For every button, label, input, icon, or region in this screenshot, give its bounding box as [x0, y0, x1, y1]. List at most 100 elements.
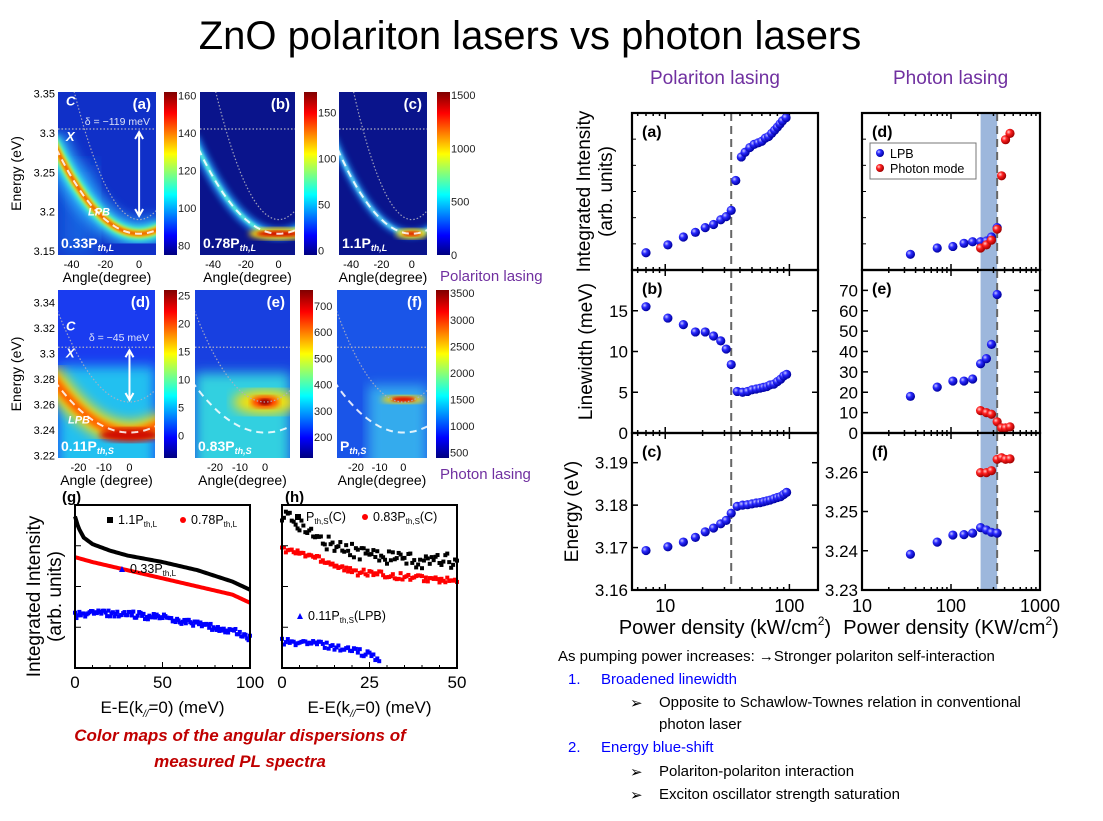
data-series-line	[73, 515, 251, 592]
lpb-dashed-curve	[58, 149, 156, 235]
x-tick-label: 100	[936, 596, 966, 616]
data-point	[932, 382, 942, 392]
label-part: th,L	[163, 569, 177, 578]
data-point	[782, 369, 792, 379]
x-tick-label: 25	[360, 673, 379, 692]
data-point	[246, 638, 251, 643]
y-axis-label: Energy (eV)	[8, 136, 24, 211]
data-point	[948, 376, 958, 386]
y-axis-label: Integrated Intensity	[24, 515, 45, 677]
label-part: 0.11P	[308, 609, 340, 623]
data-point	[435, 553, 440, 558]
legend-label: 0.78Pth,L	[191, 513, 238, 529]
data-point	[400, 577, 405, 582]
data-point	[905, 249, 916, 259]
data-point	[129, 613, 134, 618]
x-tick-label: 50	[153, 673, 172, 692]
colorbar-tick-label: 1500	[450, 395, 474, 407]
colorbar-tick-label: 120	[178, 166, 196, 178]
header-photon-lasing: Photon lasing	[893, 68, 1009, 89]
colorbar	[164, 290, 177, 458]
data-point	[726, 508, 736, 518]
colorbar-tick-label: 5	[178, 403, 184, 415]
data-point	[418, 557, 423, 562]
data-point	[367, 650, 372, 655]
label-part: )	[824, 617, 831, 639]
x-tick-label: 0	[262, 462, 268, 474]
colorbar-tick-label: 100	[318, 153, 336, 165]
data-point	[105, 614, 110, 619]
data-point	[412, 558, 417, 563]
cavity-mode-dotted-curve	[58, 310, 155, 403]
data-point	[332, 548, 337, 553]
legend-label: LPB	[890, 147, 914, 161]
x-tick-label: -20	[374, 259, 390, 271]
lpb-dashed-curve	[200, 149, 295, 235]
data-point	[986, 466, 997, 476]
legend-entry: 0.83Pth,S(C)	[362, 510, 437, 526]
detuning-label: δ = −45 meV	[89, 332, 149, 344]
data-point	[74, 616, 79, 621]
label-part: E-E(k	[100, 698, 143, 717]
lpb-dashed-curve	[195, 383, 290, 434]
panel-label: (b)	[642, 281, 662, 298]
colorbar-tick-label: 500	[451, 197, 469, 209]
y-axis-label: Integrated Intensity	[574, 110, 595, 272]
data-point	[205, 622, 210, 627]
data-point	[361, 546, 366, 551]
legend-entry: 1.1Pth,L	[107, 513, 158, 529]
power-label: 1.1Pth,L	[342, 235, 387, 253]
data-point	[326, 560, 331, 565]
data-point	[75, 613, 80, 618]
data-point	[153, 615, 158, 620]
bullet-arrow-icon: ➢	[630, 787, 643, 804]
data-point	[186, 617, 191, 622]
label-part: )	[1052, 617, 1059, 639]
colorbar-tick-label: 3000	[450, 315, 474, 327]
data-point	[291, 519, 296, 524]
x-axis-label: E-E(k//=0) (meV)	[100, 698, 224, 720]
label-part: th,S	[340, 616, 354, 625]
data-point	[233, 626, 238, 631]
plot-frame	[281, 504, 458, 669]
data-point	[406, 572, 411, 577]
colorbar-tick-label: 140	[178, 128, 196, 140]
panel-label: (b)	[271, 96, 290, 113]
data-point	[303, 639, 308, 644]
data-point	[99, 611, 104, 616]
x-tick-label: -20	[348, 462, 364, 474]
label-part: th,L	[371, 243, 388, 253]
data-point	[207, 625, 212, 630]
item-number-2: 2.	[568, 739, 581, 756]
data-point	[992, 528, 1002, 538]
data-point	[351, 555, 356, 560]
label-part: 2	[1045, 614, 1052, 628]
panel-label: (c)	[404, 96, 422, 113]
data-point	[377, 659, 382, 664]
data-point	[138, 610, 143, 615]
x-tick-label: 0	[400, 462, 406, 474]
color-map-f: 500 1000 1500 2000 2500 3000 3500 -20 -10 0Angle(…	[337, 288, 474, 488]
label-part: th,L	[240, 243, 257, 253]
data-point	[183, 621, 188, 626]
label-part: 0.78P	[203, 235, 240, 251]
data-point	[144, 615, 149, 620]
data-point	[145, 617, 150, 622]
data-point	[381, 573, 386, 578]
data-point	[641, 545, 651, 556]
colorbar	[436, 290, 449, 458]
data-point	[968, 528, 978, 538]
data-point	[429, 555, 434, 560]
legend-marker	[295, 514, 301, 520]
data-point	[134, 615, 139, 620]
data-point	[295, 548, 300, 553]
data-point	[151, 612, 156, 617]
y-axis-label: Linewidth (meV)	[576, 283, 597, 420]
label-part: th,S	[97, 446, 114, 456]
label-part: 0.83P	[198, 438, 235, 454]
heatmap-image	[339, 92, 427, 255]
y-axis-label: Energy (eV)	[8, 337, 24, 412]
spectrum-plot-h: (h)0 25 50E-E(k//=0) (meV)Pth,S(C) 0.83Pth,…	[277, 489, 466, 720]
